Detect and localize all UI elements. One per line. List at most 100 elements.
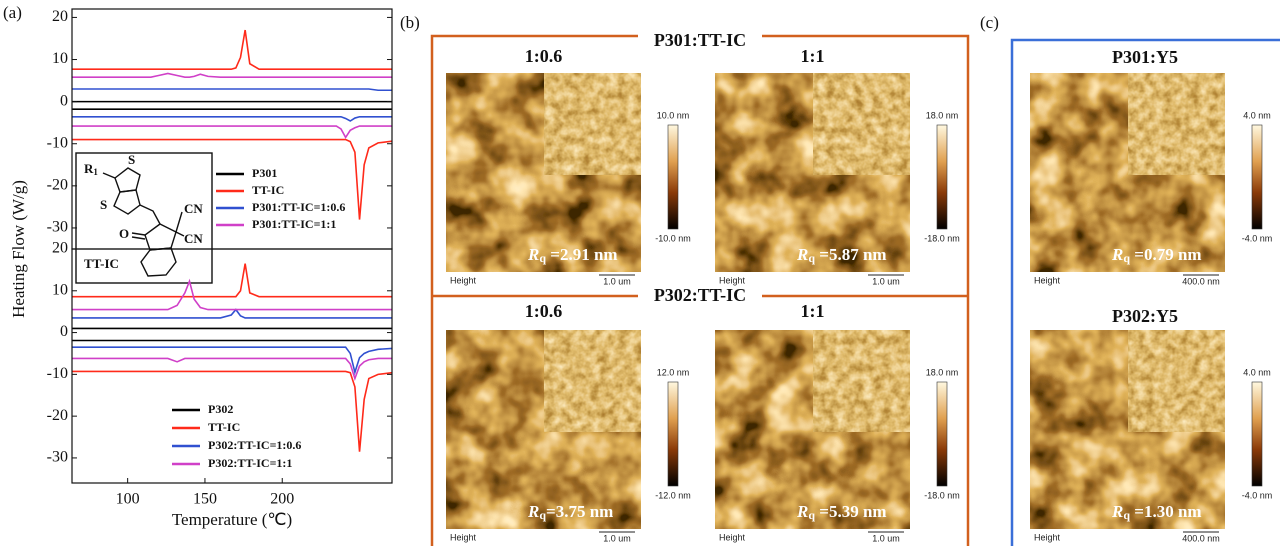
- color-bar: [668, 382, 678, 486]
- data-line: [72, 89, 392, 90]
- afm-inset: [544, 330, 641, 432]
- color-bar-max: 4.0 nm: [1243, 110, 1271, 120]
- roughness-value: =1.30 nm: [1130, 502, 1202, 521]
- scale-bar-label: 1.0 um: [603, 276, 631, 286]
- legend-label: P302: [208, 402, 233, 416]
- atom-label: S: [100, 197, 107, 212]
- roughness-value: =0.79 nm: [1130, 245, 1202, 264]
- y-tick-label: -20: [47, 177, 68, 194]
- color-bar-min: -4.0 nm: [1242, 490, 1273, 500]
- atom-label: S: [128, 152, 135, 167]
- y-tick-label: 10: [52, 281, 68, 298]
- x-tick-label: 200: [270, 491, 294, 508]
- channel-label: Height: [450, 275, 477, 285]
- image-label: 1:0.6: [525, 46, 563, 66]
- legend-label: P302:TT-IC=1:1: [208, 456, 292, 470]
- scale-bar-label: 400.0 nm: [1182, 533, 1220, 543]
- color-bar-min: -10.0 nm: [655, 233, 691, 243]
- channel-label: Height: [450, 532, 477, 542]
- scale-bar-label: 1.0 um: [603, 533, 631, 543]
- color-bar-max: 12.0 nm: [657, 367, 690, 377]
- x-tick-label: 100: [116, 491, 140, 508]
- group-label: CN: [184, 201, 203, 216]
- channel-label: Height: [1034, 275, 1061, 285]
- afm-inset: [544, 73, 641, 175]
- data-line: [72, 310, 392, 318]
- color-bar: [1252, 125, 1262, 229]
- legend-label: TT-IC: [208, 420, 240, 434]
- data-line: [72, 358, 392, 378]
- roughness-symbol: R: [796, 245, 808, 264]
- group-title: P301:Y5: [1112, 47, 1178, 67]
- page: {"chart_data": [ {"type": "line", "panel…: [0, 0, 1280, 546]
- figure: R 1 S S CN CN O TT-IC -30 -20 -10 0 10 20 Heati…: [0, 0, 1280, 546]
- y-tick-label: -30: [47, 449, 68, 466]
- color-bar-max: 18.0 nm: [926, 367, 959, 377]
- color-bar-min: -18.0 nm: [924, 490, 960, 500]
- color-bar: [1252, 382, 1262, 486]
- color-bar: [937, 382, 947, 486]
- x-tick-label: 150: [193, 491, 217, 508]
- y-tick-label: 10: [52, 50, 68, 67]
- x-axis-title: Temperature (℃): [172, 510, 292, 529]
- data-line: [72, 73, 392, 77]
- roughness-value: =5.39 nm: [815, 502, 887, 521]
- color-bar-max: 18.0 nm: [926, 110, 959, 120]
- group-title: P302:Y5: [1112, 306, 1178, 326]
- data-line: [72, 117, 392, 121]
- group-title: P301:TT-IC: [654, 30, 746, 50]
- roughness-symbol: R: [1111, 245, 1123, 264]
- color-bar-max: 4.0 nm: [1243, 367, 1271, 377]
- channel-label: Height: [719, 532, 746, 542]
- data-line: [72, 126, 392, 137]
- roughness-symbol: R: [527, 502, 539, 521]
- y-tick-label: -10: [47, 134, 68, 151]
- roughness-value: =2.91 nm: [546, 245, 618, 264]
- image-label: 1:0.6: [525, 301, 563, 321]
- y-tick-label: 0: [60, 92, 68, 109]
- panel-label: (c): [980, 13, 999, 32]
- channel-label: Height: [719, 275, 746, 285]
- scale-bar-label: 1.0 um: [872, 533, 900, 543]
- image-label: 1:1: [801, 301, 825, 321]
- y-tick-label: 20: [52, 8, 68, 25]
- y-axis-title: Heating Flow (W/g): [9, 180, 28, 318]
- group-label: CN: [184, 231, 203, 246]
- y-tick-label: 0: [60, 323, 68, 340]
- afm-inset: [813, 330, 910, 432]
- roughness-symbol: R: [527, 245, 539, 264]
- legend-label: TT-IC: [252, 183, 284, 197]
- y-tick-label: -20: [47, 407, 68, 424]
- color-bar-min: -18.0 nm: [924, 233, 960, 243]
- color-bar: [937, 125, 947, 229]
- scale-bar-label: 400.0 nm: [1182, 276, 1220, 286]
- afm-inset: [1128, 73, 1225, 175]
- y-tick-label: 20: [52, 240, 68, 257]
- legend-label: P301:TT-IC=1:1: [252, 217, 336, 231]
- roughness-value: =5.87 nm: [815, 245, 887, 264]
- afm-inset: [813, 73, 910, 175]
- atom-label: O: [119, 226, 129, 241]
- panel-label: (b): [400, 13, 420, 32]
- roughness-symbol: R: [1111, 502, 1123, 521]
- scale-bar-label: 1.0 um: [872, 276, 900, 286]
- substituent-index: 1: [93, 167, 98, 177]
- group-title: P302:TT-IC: [654, 285, 746, 305]
- legend-label: P301: [252, 166, 277, 180]
- legend-label: P301:TT-IC=1:0.6: [252, 200, 345, 214]
- color-bar: [668, 125, 678, 229]
- roughness-symbol: R: [796, 502, 808, 521]
- data-line: [72, 347, 392, 372]
- image-label: 1:1: [801, 46, 825, 66]
- color-bar-min: -4.0 nm: [1242, 233, 1273, 243]
- color-bar-max: 10.0 nm: [657, 110, 690, 120]
- color-bar-min: -12.0 nm: [655, 490, 691, 500]
- afm-inset: [1128, 330, 1225, 432]
- data-line: [72, 30, 392, 69]
- channel-label: Height: [1034, 532, 1061, 542]
- y-tick-label: -30: [47, 219, 68, 236]
- data-line: [72, 281, 392, 309]
- molecule-name: TT-IC: [84, 256, 119, 271]
